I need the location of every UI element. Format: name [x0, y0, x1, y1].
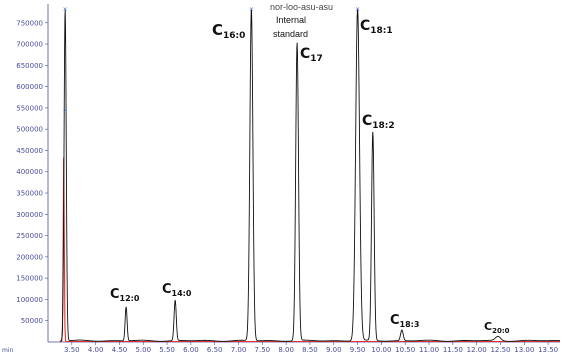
y-axis-ticks: 50000 100000 150000 200000 250000 300000 35000…: [16, 19, 48, 325]
y-tick-label: 150000: [16, 275, 43, 283]
x-tick-label: 12.00: [467, 346, 487, 354]
x-tick-label: 11.00: [419, 346, 439, 354]
x-tick-label: 6.50: [207, 346, 223, 354]
y-tick-label: 450000: [16, 147, 43, 155]
x-tick-label: 13.00: [514, 346, 534, 354]
x-tick-label: 4.50: [112, 346, 128, 354]
x-tick-label: 4.00: [88, 346, 104, 354]
peak-markers: × × × ×: [63, 6, 360, 114]
peak-label-c18-2: C18:2: [362, 113, 395, 131]
peak-label-c17: C17: [300, 46, 323, 64]
y-tick-label: 650000: [16, 62, 43, 70]
integration-marker: ×: [63, 6, 68, 13]
y-tick-label: 250000: [16, 232, 43, 240]
x-axis-ticks: 3.50 4.00 4.50 5.00 5.50 6.00 6.50 7.00 7.50 8.00…: [64, 342, 558, 354]
x-tick-label: 6.00: [183, 346, 199, 354]
x-tick-label: 7.50: [255, 346, 271, 354]
y-tick-label: 350000: [16, 190, 43, 198]
y-tick-label: 300000: [16, 211, 43, 219]
y-tick-label: 750000: [16, 19, 43, 27]
peak-label-c16-0: C16:0: [212, 21, 245, 41]
peak-label-c14-0: C14:0: [162, 282, 192, 298]
x-tick-label: 5.00: [135, 346, 151, 354]
y-tick-label: 200000: [16, 253, 43, 261]
x-tick-label: 10.50: [395, 346, 415, 354]
x-tick-label: 9.00: [326, 346, 342, 354]
y-tick-label: 400000: [16, 168, 43, 176]
x-tick-label: 10.00: [371, 346, 391, 354]
annotation-clipped-top: nor-loo-asu-asu: [270, 2, 333, 12]
chromatogram-trace: [59, 9, 561, 342]
x-tick-label: 12.50: [490, 346, 510, 354]
y-tick-label: 100000: [16, 296, 43, 304]
peak-label-c18-1: C18:1: [360, 18, 393, 36]
integration-marker: ×: [249, 6, 254, 13]
x-tick-label: 8.00: [278, 346, 294, 354]
annotation-internal: Internal: [276, 15, 306, 25]
integration-marker: ×: [63, 107, 68, 114]
x-tick-label: 11.50: [443, 346, 463, 354]
peak-labels: C12:0 C14:0 C16:0 C17 C18:1 C18:2 C18:3 C20:0: [110, 18, 510, 335]
x-tick-label: 3.50: [64, 346, 80, 354]
x-tick-label: 13.50: [538, 346, 558, 354]
x-axis-corner-label: min: [2, 347, 14, 354]
y-tick-label: 500000: [16, 126, 43, 134]
peak-label-c18-3: C18:3: [390, 313, 419, 329]
integration-marker: ×: [355, 6, 360, 13]
y-tick-label: 700000: [16, 41, 43, 49]
peak-label-c12-0: C12:0: [110, 287, 140, 303]
x-tick-label: 5.50: [159, 346, 175, 354]
x-tick-label: 8.50: [302, 346, 318, 354]
y-tick-label: 550000: [16, 104, 43, 112]
y-tick-label: 600000: [16, 83, 43, 91]
baseline-trace: [59, 157, 560, 343]
annotation-standard: standard: [273, 29, 308, 39]
x-tick-label: 9.50: [350, 346, 366, 354]
x-tick-label: 7.00: [231, 346, 247, 354]
y-tick-label: 50000: [21, 317, 43, 325]
peak-label-c20-0: C20:0: [484, 320, 510, 335]
